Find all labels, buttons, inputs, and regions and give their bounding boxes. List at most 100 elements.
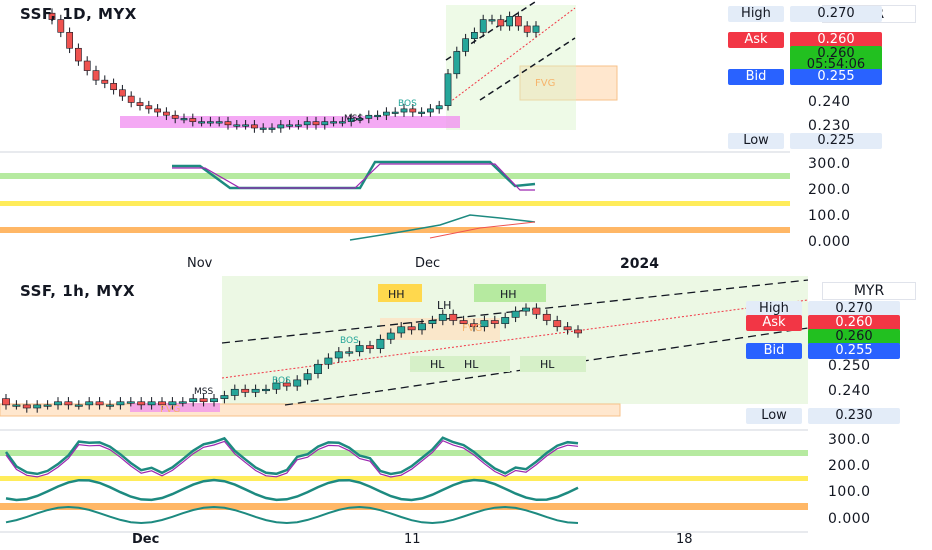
lower-oscillators [4, 436, 579, 525]
upper-candles [48, 8, 540, 133]
upper-candle [303, 121, 311, 126]
upper-band-orange [0, 227, 790, 233]
upper-candle [251, 124, 258, 129]
upper-candle [154, 108, 161, 113]
lower-candle [449, 313, 458, 321]
upper-candle [479, 19, 487, 33]
lower-candle [262, 388, 270, 392]
upper-candle [471, 32, 478, 40]
lower-annotation-hl-3: HL [540, 358, 555, 371]
upper-candle [259, 127, 267, 130]
lower-annotation-hh-1: HH [388, 288, 405, 301]
upper-candle [435, 105, 443, 110]
upper-candle [418, 111, 425, 114]
lower-candle [230, 388, 239, 396]
lower-candle [438, 313, 447, 321]
upper-oscillators [172, 160, 536, 241]
upper-label-value-1: 0.260 [790, 32, 882, 48]
upper-candle [198, 121, 205, 124]
lower-candle [241, 388, 250, 393]
lower-candle [376, 338, 385, 349]
annotations: BOS MSS FVG HH HH LH HL HL HL BOS BOS MSS FVG FVG [160, 78, 555, 415]
lower-candle [106, 404, 114, 407]
lower-chart-layer [0, 276, 809, 533]
lower-osc-tick-2: 100.0 [828, 484, 871, 500]
upper-candle [83, 60, 91, 71]
upper-candle [374, 114, 381, 118]
lower-bottom-zone [0, 403, 621, 417]
lower-chart-title: SSF, 1h, MYX [20, 282, 136, 300]
upper-candle [119, 89, 126, 97]
upper-candle [330, 121, 337, 124]
lower-annotation-bos-2: BOS [272, 376, 291, 386]
upper-band-green [0, 173, 790, 179]
upper-label-value-5: 0.225 [790, 133, 882, 149]
lower-candle [532, 307, 541, 315]
lower-candle [386, 332, 395, 340]
upper-candle [427, 108, 434, 113]
lower-candle [470, 323, 478, 328]
upper-candle [163, 111, 170, 116]
lower-osc-line-2 [5, 478, 579, 502]
upper-osc-tick-3: 0.000 [808, 234, 851, 250]
upper-candle [189, 118, 197, 122]
upper-candle [110, 83, 117, 91]
lower-annotation-mss: MSS [194, 387, 213, 397]
upper-price-tick-0: 0.240 [808, 94, 851, 110]
lower-candle [355, 345, 364, 353]
lower-label-key-ask: Ask [746, 315, 802, 331]
lower-band-green [0, 450, 808, 456]
lower-candle [303, 373, 312, 381]
lower-candle [282, 382, 291, 387]
lower-candle [43, 404, 52, 407]
upper-candle [347, 118, 355, 122]
lower-candle [293, 379, 302, 387]
upper-osc-tick-2: 100.0 [808, 208, 851, 224]
lower-candle [418, 323, 426, 331]
lower-osc-tick-1: 200.0 [828, 458, 871, 474]
lower-candle [511, 310, 520, 318]
upper-label-value-0: 0.270 [790, 6, 882, 22]
upper-candle [286, 124, 293, 127]
lower-candle [210, 398, 218, 403]
lower-label-key-bid: Bid [746, 343, 802, 359]
lower-candle [397, 326, 406, 334]
upper-candle [48, 12, 56, 20]
upper-label-key-high: High [728, 6, 784, 22]
upper-candle [75, 47, 82, 62]
upper-time-tick-dec: Dec [415, 256, 441, 271]
lower-candle [553, 320, 562, 328]
lower-candle [459, 320, 468, 324]
lower-candle [178, 401, 187, 404]
upper-candle [215, 121, 223, 124]
upper-candle [391, 111, 399, 114]
lower-currency-label[interactable]: MYR [822, 282, 916, 300]
lower-time-tick-18: 18 [676, 532, 693, 547]
upper-chart-layer [0, 1, 790, 233]
lower-candle [345, 351, 354, 354]
upper-annotation-bos: BOS [398, 99, 417, 109]
lower-candle [220, 395, 229, 399]
upper-candle [506, 16, 513, 27]
lower-channel-top [221, 279, 809, 344]
upper-candle [92, 70, 100, 81]
upper-candle [444, 73, 452, 106]
upper-red-dotted [445, 7, 576, 106]
upper-osc-tick-1: 200.0 [808, 182, 851, 198]
lower-fvg-zone [380, 318, 500, 340]
upper-candle [268, 127, 276, 130]
lower-candle [324, 357, 333, 365]
upper-candle [339, 121, 346, 124]
lower-label-key-low: Low [746, 408, 802, 424]
upper-candle [523, 25, 531, 33]
lower-candle [314, 363, 322, 374]
lower-label-value-1: 0.260 [808, 315, 900, 331]
upper-candle [383, 111, 390, 116]
lower-candle [563, 326, 572, 331]
hl-box-2 [520, 356, 586, 372]
lower-candle [147, 401, 156, 406]
lower-candle [137, 401, 146, 406]
upper-band-yellow [0, 201, 790, 206]
upper-candle [400, 108, 408, 113]
